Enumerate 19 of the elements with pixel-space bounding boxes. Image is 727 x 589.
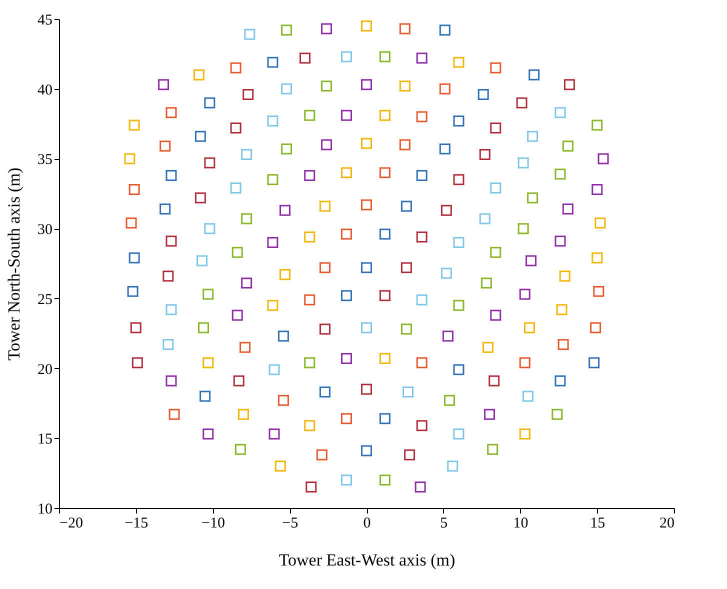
y-axis-title: Tower North-South axis (m) [4, 168, 24, 360]
y-tick-label: 15 [38, 432, 52, 448]
y-tick-label: 25 [38, 292, 52, 308]
y-tick-label: 30 [38, 222, 52, 238]
x-tick-label: −20 [60, 516, 83, 532]
x-tick-label: −15 [124, 516, 148, 532]
x-tick-label: −10 [202, 516, 225, 532]
y-tick-label: 10 [38, 502, 52, 518]
x-axis-title: Tower East-West axis (m) [278, 550, 456, 570]
x-tick-label: 5 [440, 516, 448, 532]
y-tick-label: 20 [38, 362, 52, 378]
x-tick-label: 0 [363, 516, 371, 532]
y-tick-label: 45 [38, 12, 52, 28]
x-tick-label: −5 [282, 516, 298, 532]
y-tick-label: 35 [38, 152, 52, 168]
x-tick-label: 10 [513, 516, 528, 532]
y-tick-label: 40 [38, 82, 52, 98]
x-tick-label: 20 [660, 516, 674, 532]
x-tick-label: 15 [590, 516, 606, 532]
